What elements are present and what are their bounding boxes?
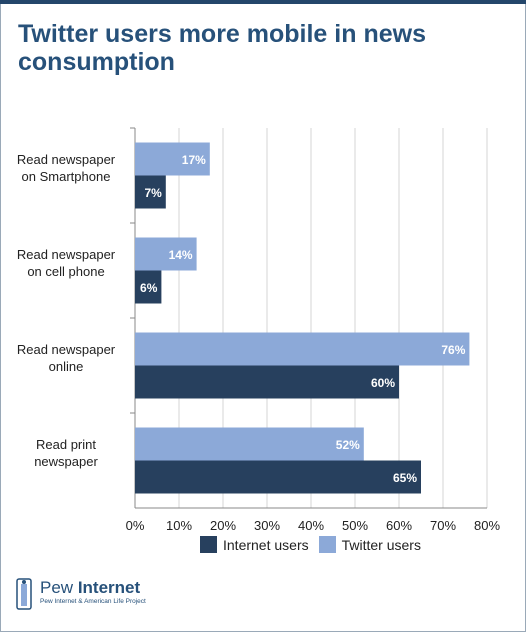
legend-swatch-twitter-users <box>318 536 336 553</box>
data-label: 52% <box>336 438 360 452</box>
data-label: 65% <box>393 471 417 485</box>
x-tick-label: 70% <box>430 518 456 533</box>
data-label: 17% <box>182 153 206 167</box>
category-label: on Smartphone <box>22 169 111 184</box>
chart-title: Twitter users more mobile in news consum… <box>18 20 426 76</box>
data-label: 7% <box>144 186 162 200</box>
x-tick-label: 0% <box>126 518 145 533</box>
x-tick-label: 10% <box>166 518 192 533</box>
data-label: 60% <box>371 376 395 390</box>
x-tick-label: 80% <box>474 518 500 533</box>
category-label: on cell phone <box>27 264 104 279</box>
x-tick-label: 30% <box>254 518 280 533</box>
bar <box>135 365 399 399</box>
x-tick-label: 20% <box>210 518 236 533</box>
logo-brand-internet: Internet <box>77 578 141 597</box>
category-label: online <box>49 359 84 374</box>
data-label: 76% <box>441 343 465 357</box>
x-tick-label: 50% <box>342 518 368 533</box>
logo-tagline: Pew Internet & American Life Project <box>40 598 146 605</box>
category-label: Read newspaper <box>17 247 116 262</box>
legend-swatch-internet-users <box>200 536 217 553</box>
data-label: 6% <box>140 281 158 295</box>
logo-brand: Pew Internet <box>40 578 146 598</box>
pew-logo-mark-icon <box>16 578 32 610</box>
category-label: Read print <box>36 437 96 452</box>
category-label: newspaper <box>34 454 98 469</box>
pew-internet-logo[interactable]: Pew Internet Pew Internet & American Lif… <box>14 578 146 610</box>
legend-label-twitter-users: Twitter users <box>341 536 421 553</box>
bar <box>135 142 210 176</box>
legend-item-internet-users: Internet users <box>200 536 309 553</box>
bar <box>135 460 421 494</box>
top-accent-bar <box>0 0 526 4</box>
category-label: Read newspaper <box>17 152 116 167</box>
data-label: 14% <box>169 248 193 262</box>
chart-legend: Internet users Twitter users <box>200 536 431 553</box>
bar <box>135 427 364 461</box>
category-label: Read newspaper <box>17 342 116 357</box>
bar <box>135 332 470 366</box>
legend-label-internet-users: Internet users <box>223 536 309 553</box>
legend-item-twitter-users: Twitter users <box>318 536 421 553</box>
bar <box>135 175 166 209</box>
x-tick-label: 40% <box>298 518 324 533</box>
bar <box>135 237 197 271</box>
logo-brand-pew: Pew <box>40 578 74 597</box>
bar <box>135 270 162 304</box>
x-tick-label: 60% <box>386 518 412 533</box>
